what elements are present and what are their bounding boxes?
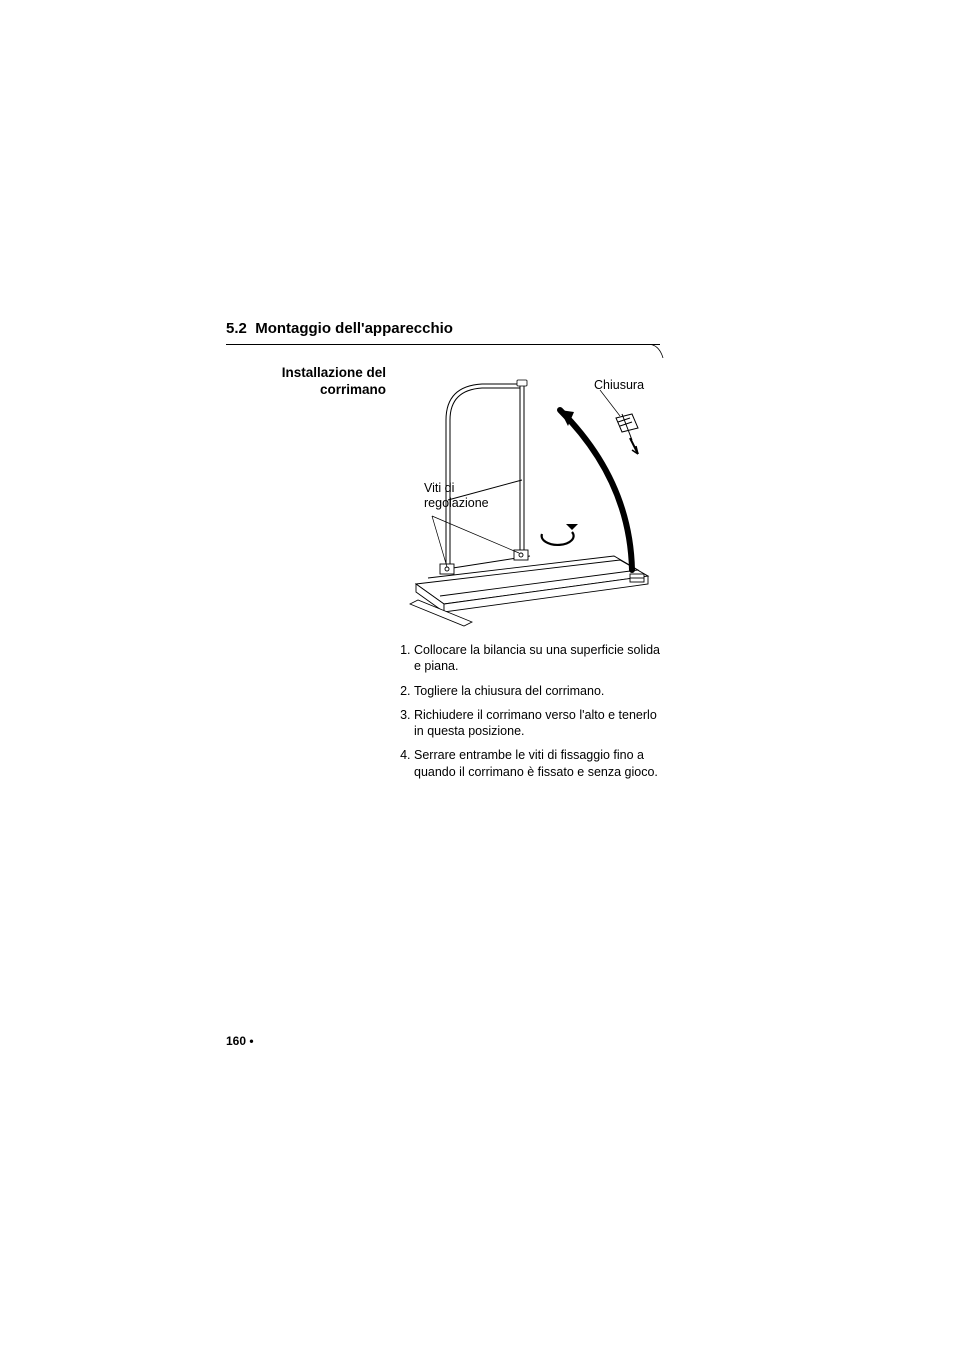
step-4: Serrare entrambe le viti di fissaggio fi… <box>414 747 660 780</box>
page-number: 160 • <box>226 1034 254 1048</box>
handrail-diagram <box>392 360 660 640</box>
lock-detail <box>616 414 638 454</box>
section-rule <box>226 344 660 345</box>
section-heading: 5.2 Montaggio dell'apparecchio <box>226 320 453 337</box>
step-2: Togliere la chiusura del corrimano. <box>414 683 660 699</box>
side-heading-line2: corrimano <box>320 382 386 397</box>
swing-arrow <box>560 410 632 570</box>
step-1: Collocare la bilancia su una superficie … <box>414 642 660 675</box>
section-number: 5.2 <box>226 320 247 337</box>
post-cap <box>517 380 527 386</box>
right-foot <box>630 574 644 582</box>
rule-corner-curve <box>647 344 665 358</box>
step-3: Richiudere il corrimano verso l'alto e t… <box>414 707 660 740</box>
document-page: 5.2 Montaggio dell'apparecchio Installaz… <box>0 0 954 1347</box>
hinge-brackets <box>440 550 528 574</box>
rotation-icon <box>542 524 578 545</box>
handrail-posts <box>440 384 530 570</box>
instruction-steps: Collocare la bilancia su una superficie … <box>392 642 660 788</box>
side-heading: Installazione del corrimano <box>226 365 386 399</box>
leader-chiusura <box>600 390 620 416</box>
side-heading-line1: Installazione del <box>282 365 386 380</box>
section-title: Montaggio dell'apparecchio <box>255 320 453 337</box>
